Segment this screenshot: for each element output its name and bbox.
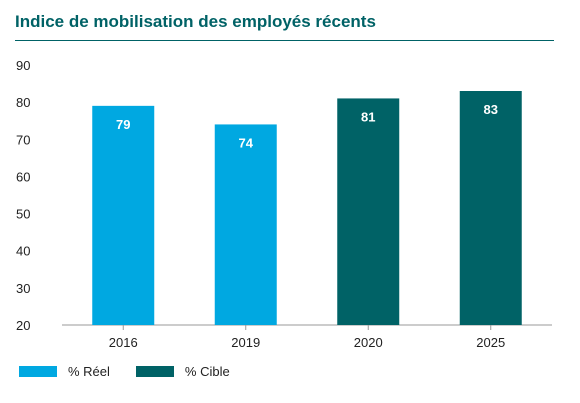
data-label-2019: 74 [239, 135, 254, 150]
title-divider [15, 40, 554, 41]
y-tick-label: 80 [16, 95, 30, 110]
legend-label-cible: % Cible [184, 364, 230, 379]
y-tick-label: 90 [16, 58, 30, 73]
legend-item-reel: % Réel [19, 364, 110, 379]
legend-swatch-reel [19, 366, 57, 377]
x-tick-label-2025: 2025 [476, 335, 505, 350]
bar-2019 [214, 124, 277, 325]
data-label-2025: 83 [484, 102, 498, 117]
legend-label-reel: % Réel [68, 364, 110, 379]
bar-2016 [92, 105, 155, 325]
y-tick-label: 40 [16, 244, 30, 259]
y-tick-label: 70 [16, 132, 30, 147]
chart-title: Indice de mobilisation des employés réce… [15, 12, 376, 31]
y-tick-label: 60 [16, 169, 30, 184]
x-tick-label-2020: 2020 [354, 335, 383, 350]
data-label-2016: 79 [116, 117, 130, 132]
y-tick-label: 30 [16, 281, 30, 296]
y-tick-label: 50 [16, 207, 30, 222]
x-tick-label-2019: 2019 [231, 335, 260, 350]
bar-2020 [337, 98, 400, 325]
y-tick-label: 20 [16, 318, 30, 333]
bar-2025 [459, 91, 522, 325]
data-label-2020: 81 [361, 109, 375, 124]
legend: % Réel % Cible [19, 364, 256, 379]
legend-item-cible: % Cible [135, 364, 230, 379]
x-tick-label-2016: 2016 [109, 335, 138, 350]
legend-swatch-cible [135, 366, 174, 377]
